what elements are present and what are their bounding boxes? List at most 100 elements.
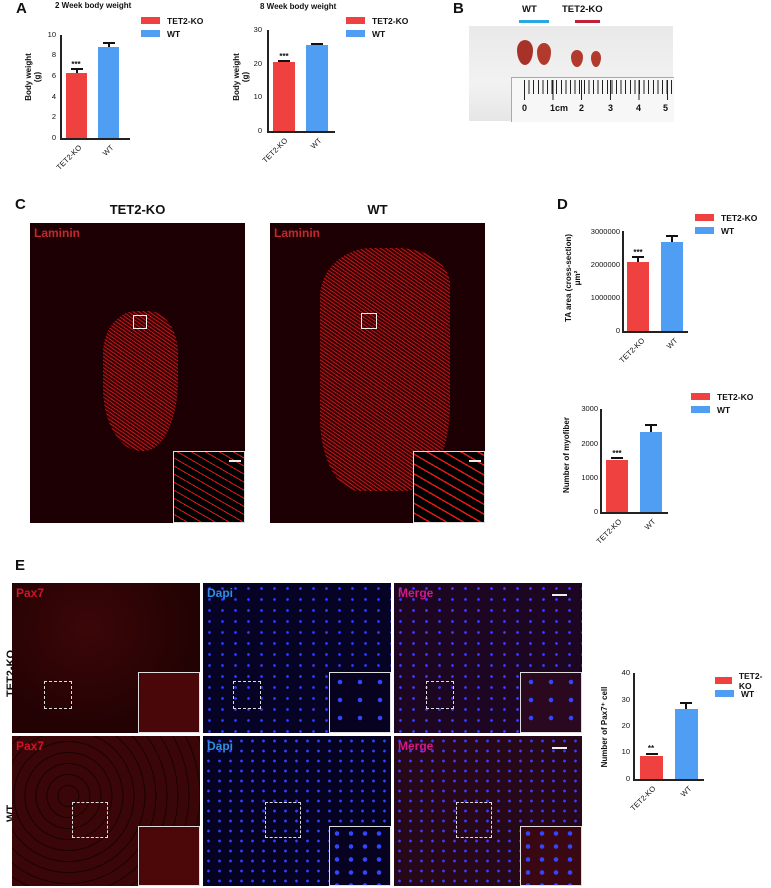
laminin-ko-header: TET2-KO [109, 202, 166, 217]
zoom-region-box [44, 681, 72, 709]
zoom-region-box [361, 313, 377, 329]
y-tick: 2000000 [590, 260, 620, 269]
y-tick: 1000 [581, 473, 598, 482]
y-tick: 10 [621, 747, 630, 756]
y-tick: 2000 [581, 439, 598, 448]
y-axis-label: TA area (cross-section) μm² [564, 233, 582, 323]
legend-swatch-ko [141, 17, 160, 24]
y-axis [622, 231, 624, 332]
ruler-label: 5 [663, 103, 669, 113]
error-bar [108, 43, 110, 47]
chart-title: 8 Week body weight [260, 2, 337, 11]
y-tick: 2 [51, 112, 56, 121]
pax7-ko-inset [138, 672, 200, 733]
legend-swatch-ko [715, 677, 732, 684]
ko-group-label: TET2-KO [562, 4, 603, 15]
x-axis [633, 779, 704, 781]
significance-marker: ** [647, 744, 655, 753]
panel-letter-d: D [557, 196, 568, 213]
chart-legend: TET2-KO WT [691, 390, 753, 416]
muscle-section-ko [103, 311, 178, 451]
legend-swatch-ko [346, 17, 365, 24]
scale-bar [229, 460, 241, 462]
y-axis-label: Body weight (g) [232, 53, 250, 101]
muscle-section-wt [320, 248, 450, 491]
bar-tet2-ko [640, 756, 663, 779]
merge-wt-image: Merge [394, 736, 582, 886]
laminin-wt-header: WT [367, 202, 388, 217]
legend-swatch-wt [141, 30, 160, 37]
bar-wt [306, 45, 328, 131]
panel-letter-b: B [453, 0, 464, 17]
x-axis [622, 331, 688, 333]
chart-number-of-myofiber: TET2-KO WT Number of myofiber 0 1000 200… [540, 360, 771, 546]
x-tick: WT [308, 136, 324, 151]
heart-ko-2 [591, 51, 601, 67]
scale-bar [469, 460, 481, 462]
error-cap [611, 457, 623, 459]
chart-2-week-body-weight: 2 Week body weight TET2-KO WT Body weigh… [0, 0, 230, 190]
legend-label-ko: TET2-KO [167, 15, 204, 26]
scale-bar [552, 594, 567, 596]
dapi-ko-image: Dapi [203, 583, 391, 733]
bar-wt [640, 432, 662, 512]
legend-label-ko: TET2-KO [721, 212, 758, 223]
zoom-region-box [233, 681, 261, 709]
x-tick: WT [642, 517, 658, 532]
chart-legend: TET2-KO WT [695, 211, 757, 237]
y-tick: 3000000 [590, 227, 620, 236]
y-tick: 8 [51, 50, 56, 59]
channel-label-pax7: Pax7 [16, 739, 45, 753]
x-tick: TET2-KO [628, 784, 658, 813]
ruler-label: 1cm [550, 103, 569, 113]
laminin-ko-image: Laminin [30, 223, 245, 523]
bar-wt [98, 47, 119, 138]
y-tick: 0 [593, 507, 598, 516]
y-tick: 10 [253, 92, 262, 101]
legend-label-ko: TET2-KO [717, 391, 754, 402]
y-tick: 10 [47, 30, 56, 39]
error-bar [637, 257, 639, 262]
pax7-wt-inset [138, 826, 200, 886]
x-axis [267, 131, 335, 133]
error-cap [645, 424, 657, 426]
chart-pax7-cell-count: TET2-KO WT Number of Pax7⁺ cell 0 10 20 … [570, 630, 771, 830]
laminin-label: Laminin [274, 226, 321, 240]
legend-label-wt: WT [741, 688, 755, 699]
channel-label-pax7: Pax7 [16, 586, 45, 600]
y-axis [600, 409, 602, 513]
bar-tet2-ko [606, 460, 628, 512]
heart-ko-1 [571, 50, 583, 67]
error-bar [685, 703, 687, 709]
legend-label-ko: TET2-KO [738, 670, 763, 691]
chart-legend: TET2-KO WT [715, 670, 771, 700]
y-axis-label: Number of myofiber [562, 417, 571, 494]
merge-ko-inset [520, 672, 582, 733]
channel-label-merge: Merge [398, 739, 434, 753]
bar-wt [661, 242, 683, 331]
ruler-major-ticks [524, 80, 674, 100]
heart-wt-2 [537, 43, 551, 65]
panel-letter-c: C [15, 196, 26, 213]
y-tick: 0 [625, 774, 630, 783]
panel-letter-a: A [16, 0, 27, 17]
ko-group-line [575, 20, 600, 23]
ruler: 0 1cm 2 3 4 5 [511, 77, 674, 122]
ruler-label: 0 [522, 103, 528, 113]
error-cap [632, 256, 644, 258]
zoom-region-box [456, 802, 492, 838]
pax7-ko-image: Pax7 [12, 583, 200, 733]
significance-marker: *** [71, 60, 81, 69]
y-tick: 30 [253, 25, 262, 34]
laminin-wt-inset [413, 451, 485, 523]
legend-label-ko: TET2-KO [372, 15, 409, 26]
dapi-ko-inset [329, 672, 391, 733]
x-tick: WT [678, 784, 694, 799]
y-tick: 30 [621, 695, 630, 704]
legend-label-wt: WT [717, 404, 731, 415]
laminin-label: Laminin [34, 226, 81, 240]
bar-tet2-ko [273, 62, 295, 131]
bar-tet2-ko [627, 262, 649, 331]
x-tick: TET2-KO [594, 517, 624, 546]
x-axis [60, 138, 130, 140]
